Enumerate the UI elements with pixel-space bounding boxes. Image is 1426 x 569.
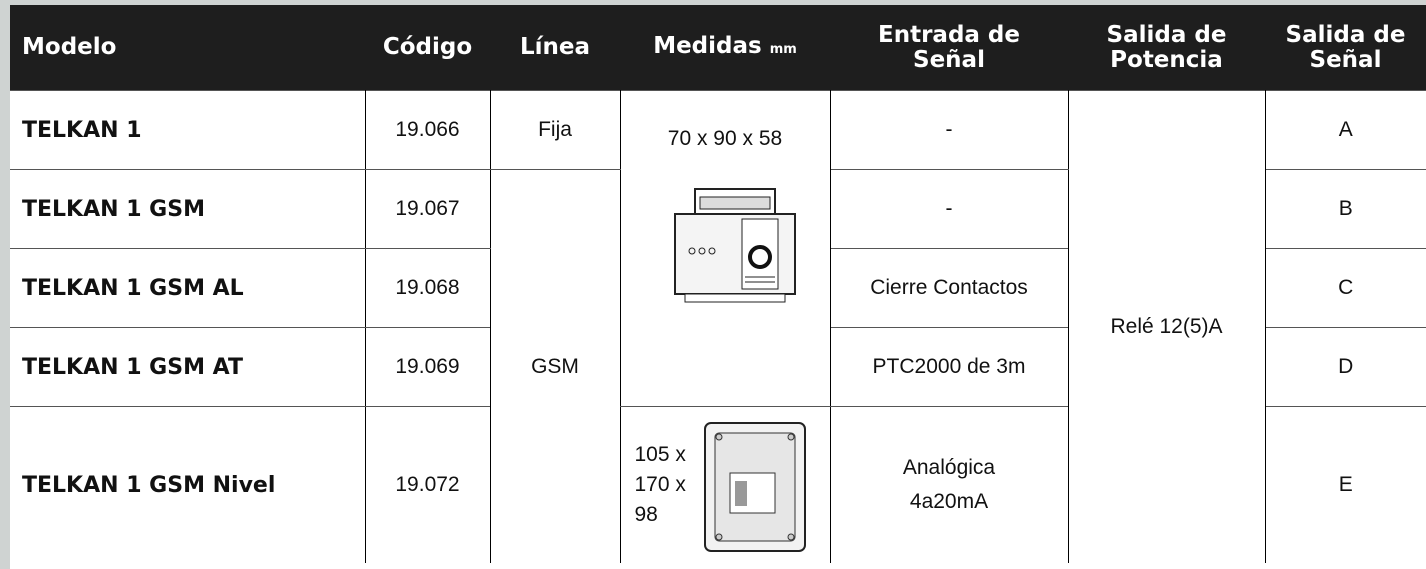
table-wrap: Modelo Código Línea Medidas mm Entrada d… [10,5,1426,569]
output: C [1264,248,1426,328]
input-text: Analógica 4a20mA [902,456,996,513]
model: TELKAN 1 [10,90,366,170]
output: A [1264,90,1426,170]
code: 19.069 [364,327,491,407]
code: 19.068 [364,248,491,328]
header-dims-text: Medidas [653,32,762,59]
dims-cell: 70 x 90 x 58 [619,90,831,407]
box-device-image [703,421,806,552]
input: - [829,169,1069,249]
header-dims: Medidas mm [620,5,830,91]
model: TELKAN 1 GSM Nivel [10,406,366,563]
input: PTC2000 de 3m [829,327,1069,407]
code: 19.072 [364,406,491,563]
code: 19.066 [364,90,491,170]
input: Cierre Contactos [829,248,1069,328]
header-model: Modelo [10,5,365,91]
power: Relé 12(5)A [1067,90,1266,563]
input: Analógica 4a20mA [829,406,1069,563]
code: 19.067 [364,169,491,249]
din-device-image [674,188,796,303]
dims: 105 x 170 x 98 [634,443,686,526]
header-code: Código [365,5,490,91]
output: B [1264,169,1426,249]
output: D [1264,327,1426,407]
input: - [829,90,1069,170]
header-output-text: Salida de Señal [1285,21,1406,73]
header-power: Salida de Potencia [1068,5,1265,91]
model: TELKAN 1 GSM AT [10,327,366,407]
line: Fija [489,90,621,170]
header-power-text: Salida de Potencia [1106,21,1227,73]
header-output: Salida de Señal [1265,5,1426,91]
line: GSM [489,169,621,563]
dims-cell: 105 x 170 x 98 [619,406,831,563]
header-line: Línea [490,5,620,91]
header-input-text: Entrada de Señal [878,21,1020,73]
header-input: Entrada de Señal [830,5,1068,91]
product-table: Modelo Código Línea Medidas mm Entrada d… [10,5,1426,563]
header-dims-unit: mm [769,41,797,57]
output: E [1264,406,1426,563]
model: TELKAN 1 GSM [10,169,366,249]
model: TELKAN 1 GSM AL [10,248,366,328]
dims: 70 x 90 x 58 [667,127,783,150]
